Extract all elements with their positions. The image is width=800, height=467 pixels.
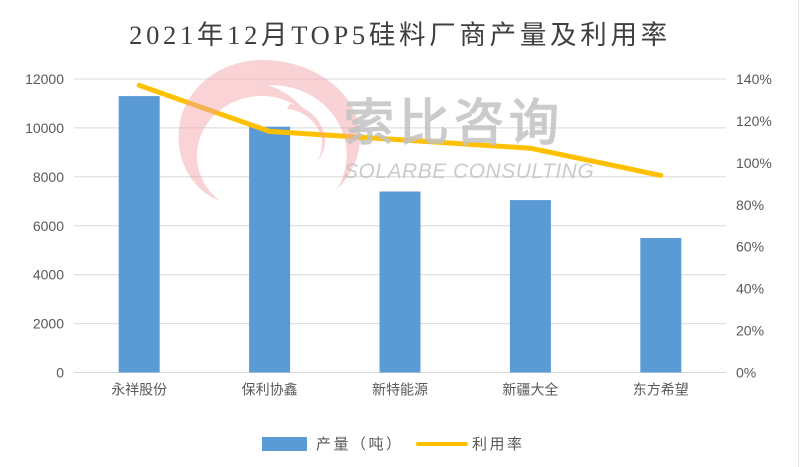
svg-text:SOLARBE CONSULTING: SOLARBE CONSULTING bbox=[344, 160, 594, 183]
svg-text:索比咨询: 索比咨询 bbox=[344, 95, 564, 151]
